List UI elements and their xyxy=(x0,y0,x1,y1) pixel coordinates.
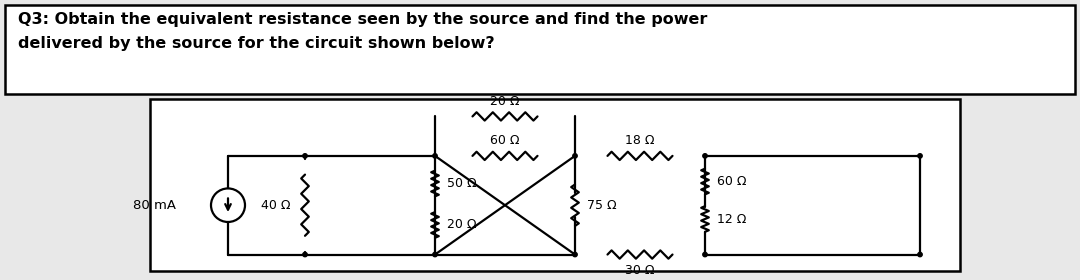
Circle shape xyxy=(433,252,437,257)
Circle shape xyxy=(433,154,437,158)
Circle shape xyxy=(703,252,707,257)
Text: 20 Ω: 20 Ω xyxy=(490,95,519,108)
Circle shape xyxy=(302,252,307,257)
Bar xyxy=(5,5,1075,94)
Text: 20 Ω: 20 Ω xyxy=(447,218,476,232)
Text: 80 mA: 80 mA xyxy=(133,199,176,212)
Circle shape xyxy=(302,154,307,158)
Text: 50 Ω: 50 Ω xyxy=(447,177,476,190)
Text: 75 Ω: 75 Ω xyxy=(588,199,617,212)
Text: 30 Ω: 30 Ω xyxy=(625,264,654,277)
Circle shape xyxy=(703,154,707,158)
Text: 60 Ω: 60 Ω xyxy=(490,134,519,147)
Text: delivered by the source for the circuit shown below?: delivered by the source for the circuit … xyxy=(18,36,495,50)
Text: Q3: Obtain the equivalent resistance seen by the source and find the power: Q3: Obtain the equivalent resistance see… xyxy=(18,12,707,27)
Text: 18 Ω: 18 Ω xyxy=(625,134,654,147)
Text: 12 Ω: 12 Ω xyxy=(717,213,746,225)
Text: 40 Ω: 40 Ω xyxy=(261,199,291,212)
Circle shape xyxy=(572,252,577,257)
Circle shape xyxy=(918,154,922,158)
Text: 60 Ω: 60 Ω xyxy=(717,175,746,188)
Bar xyxy=(150,99,960,271)
Circle shape xyxy=(572,154,577,158)
Circle shape xyxy=(918,252,922,257)
